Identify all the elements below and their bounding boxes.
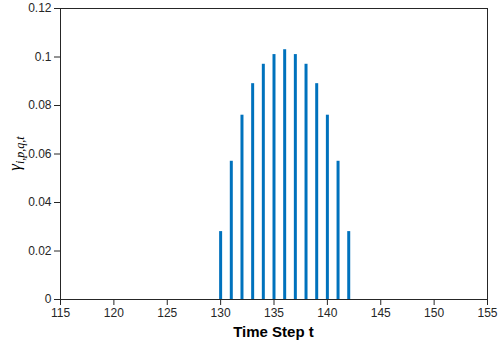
svg-text:0.06: 0.06 bbox=[28, 147, 52, 161]
svg-text:0: 0 bbox=[45, 292, 52, 306]
svg-text:0.12: 0.12 bbox=[28, 1, 52, 15]
svg-text:155: 155 bbox=[477, 306, 497, 320]
svg-text:γi,p,q,t: γi,p,q,t bbox=[5, 136, 27, 171]
svg-text:115: 115 bbox=[51, 306, 70, 320]
svg-text:Time Step t: Time Step t bbox=[233, 323, 314, 340]
svg-text:120: 120 bbox=[104, 306, 124, 320]
svg-text:0.08: 0.08 bbox=[28, 98, 52, 112]
svg-text:130: 130 bbox=[211, 306, 231, 320]
svg-text:135: 135 bbox=[264, 306, 284, 320]
svg-text:150: 150 bbox=[424, 306, 444, 320]
svg-text:0.1: 0.1 bbox=[35, 50, 52, 64]
svg-text:140: 140 bbox=[317, 306, 337, 320]
svg-text:0.04: 0.04 bbox=[28, 195, 52, 209]
svg-text:125: 125 bbox=[157, 306, 177, 320]
svg-text:145: 145 bbox=[371, 306, 391, 320]
svg-text:0.02: 0.02 bbox=[28, 244, 52, 258]
